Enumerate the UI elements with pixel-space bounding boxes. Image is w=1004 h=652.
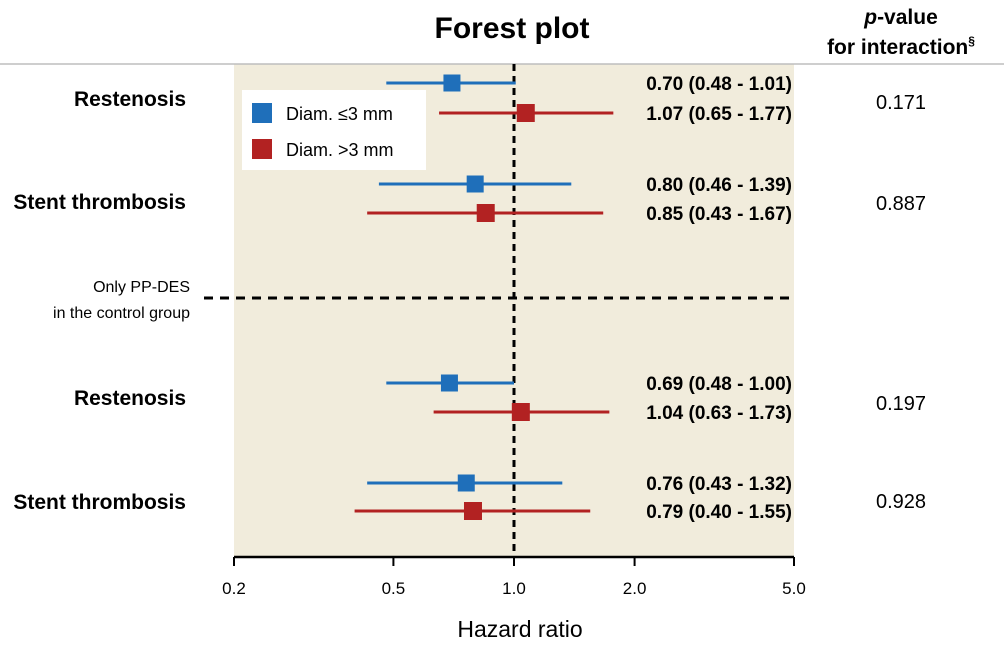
point-estimate [466,175,484,193]
hr-label: 0.79 (0.40 - 1.55) [646,502,792,523]
hr-label: 1.04 (0.63 - 1.73) [646,403,792,424]
pvalue-header-superscript: § [968,34,975,48]
pvalue-header-line2: for interaction§ [827,34,975,59]
hr-label: 0.85 (0.43 - 1.67) [646,204,792,225]
p-value: 0.887 [876,193,926,215]
p-value: 0.171 [876,92,926,114]
point-estimate [457,474,475,492]
legend-swatch-large [252,139,272,159]
legend: Diam. ≤3 mm Diam. >3 mm [242,90,426,170]
x-tick-label: 5.0 [782,579,806,598]
pvalue-header-line1: p-value [863,6,938,29]
point-estimate [443,74,461,92]
hr-label: 0.76 (0.43 - 1.32) [646,474,792,495]
point-estimate [476,204,495,222]
hr-label: 0.80 (0.46 - 1.39) [646,175,792,196]
point-estimate [516,104,535,122]
legend-swatch-small [252,103,272,123]
pvalue-header-text: for interaction [827,36,968,59]
p-value: 0.928 [876,491,926,513]
separator-note-line1: Only PP-DES [93,279,190,296]
x-tick-label: 1.0 [502,579,526,598]
row-label: Restenosis [74,387,186,410]
point-estimate [463,502,482,520]
hr-label: 0.69 (0.48 - 1.00) [646,374,792,395]
legend-label-large: Diam. >3 mm [286,140,394,160]
x-tick-label: 0.5 [382,579,406,598]
x-axis-ticks: 0.2 0.5 1.0 2.0 5.0 [222,557,806,598]
point-estimate [440,374,458,392]
hr-label: 1.07 (0.65 - 1.77) [646,104,792,125]
row-label: Stent thrombosis [13,491,186,514]
pvalue-header-rest: -value [877,6,938,29]
legend-box [242,90,426,170]
pvalue-header-italic: p [863,6,877,29]
row-label: Restenosis [74,88,186,111]
p-value: 0.197 [876,393,926,415]
x-axis-label: Hazard ratio [457,616,582,642]
separator-note-line2: in the control group [53,305,190,322]
data-marks: Restenosis 0.171 0.70 (0.48 - 1.01) 1.07 (0… [13,74,926,523]
legend-label-small: Diam. ≤3 mm [286,104,393,124]
chart-title: Forest plot [435,12,590,45]
x-tick-label: 0.2 [222,579,246,598]
x-tick-label: 2.0 [623,579,647,598]
hr-label: 0.70 (0.48 - 1.01) [646,74,792,95]
point-estimate [511,403,530,421]
row-label: Stent thrombosis [13,191,186,214]
